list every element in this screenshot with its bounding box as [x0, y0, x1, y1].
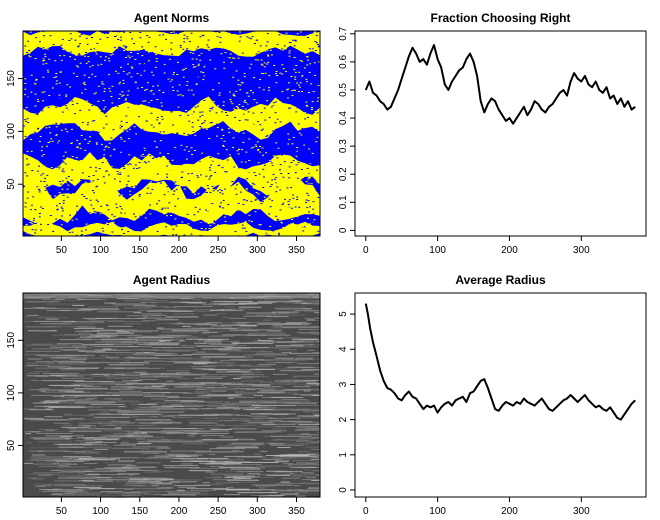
x-tick-label: 300	[249, 506, 266, 517]
y-tick-label: 0	[338, 487, 349, 493]
y-tick-label: 50	[6, 439, 17, 451]
x-tick-label: 200	[501, 245, 518, 256]
x-tick-label: 250	[210, 506, 227, 517]
y-tick-label: 100	[6, 384, 17, 401]
heatmap-speckle	[23, 31, 320, 236]
y-tick-label: 0.7	[338, 26, 349, 40]
heatmap-region-right	[23, 31, 320, 57]
y-tick-label: 100	[6, 123, 17, 140]
y-tick-label: 0.5	[338, 83, 349, 97]
x-tick-label: 300	[573, 506, 590, 517]
x-tick-label: 300	[249, 245, 266, 256]
x-tick-label: 300	[573, 245, 590, 256]
y-tick-label: 0.6	[338, 55, 349, 69]
y-tick-label: 50	[6, 178, 17, 190]
heatmap-region-right	[23, 152, 320, 197]
series-line	[364, 44, 636, 125]
panel-3: 50 100 150 200 250 300 350 50 100 150 Agent Radius	[6, 273, 321, 517]
x-tick-label: 200	[501, 506, 518, 517]
x-tick-label: 250	[210, 245, 227, 256]
x-tick-label: 200	[171, 245, 188, 256]
chart-title: Agent Norms	[134, 11, 210, 25]
plot-frame	[22, 292, 321, 498]
plot-frame	[354, 292, 647, 498]
chart-title: Fraction Choosing Right	[431, 11, 571, 25]
y-tick-label: 0	[338, 227, 349, 233]
x-tick-label: 50	[56, 506, 68, 517]
x-tick-label: 100	[429, 506, 446, 517]
y-tick-label: 4	[338, 346, 349, 352]
plot-frame	[22, 30, 321, 237]
x-tick-label: 0	[363, 245, 369, 256]
series-line	[364, 303, 636, 421]
y-tick-label: 150	[6, 70, 17, 87]
x-tick-label: 100	[429, 245, 446, 256]
y-tick-label: 5	[338, 311, 349, 317]
y-tick-label: 0.1	[338, 195, 349, 209]
y-tick-label: 2	[338, 416, 349, 422]
panel-2: 0 100 200 300 0 0.1 0.2 0.3 0.4 0.5 0.6 0.7 Fraction…	[338, 11, 647, 256]
y-tick-label: 0.3	[338, 139, 349, 153]
y-tick-label: 150	[6, 332, 17, 349]
chart-title: Average Radius	[455, 273, 546, 287]
heatmap-region-right	[23, 220, 320, 236]
x-tick-label: 0	[363, 506, 369, 517]
y-tick-label: 0.2	[338, 167, 349, 181]
heatmap-top-band	[23, 293, 320, 298]
panel-1: 50 100 150 200 250 300 350 50 100 150 Agent Norms	[6, 11, 321, 256]
y-tick-label: 3	[338, 381, 349, 387]
x-tick-label: 350	[288, 245, 305, 256]
chart-title: Agent Radius	[133, 273, 211, 287]
x-tick-label: 350	[288, 506, 305, 517]
x-tick-label: 150	[131, 506, 148, 517]
x-tick-label: 200	[171, 506, 188, 517]
y-tick-label: 1	[338, 452, 349, 458]
panel-4: 0 100 200 300 0 1 2 3 4 5 Average Radius	[338, 273, 647, 517]
x-tick-label: 100	[92, 506, 109, 517]
x-tick-label: 150	[131, 245, 148, 256]
x-tick-label: 50	[56, 245, 68, 256]
plot-frame	[354, 30, 647, 237]
y-tick-label: 0.4	[338, 111, 349, 125]
x-tick-label: 100	[92, 245, 109, 256]
